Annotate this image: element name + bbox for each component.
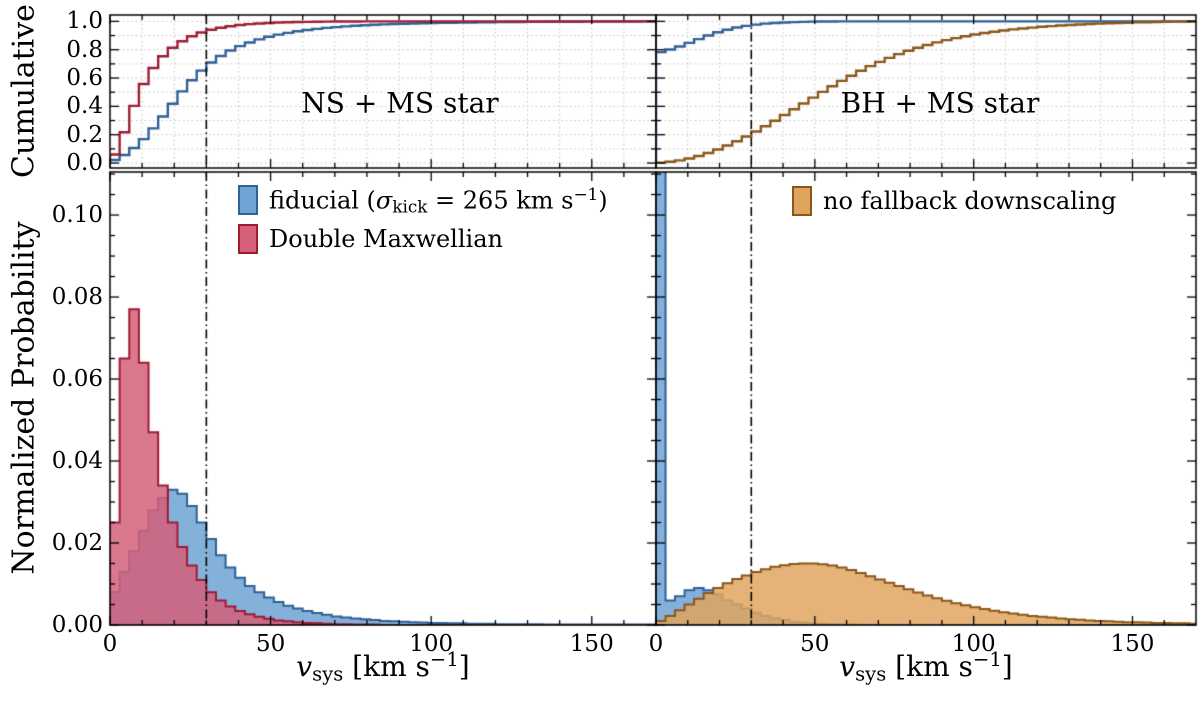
legend-right: no fallback downscaling bbox=[792, 186, 1116, 216]
legend-item-fiducial: fiducial (σkick = 265 km s−1) bbox=[238, 184, 608, 217]
x-axis-unit-sup: −1 bbox=[972, 648, 1002, 671]
y-tick-label-probability: 0.06 bbox=[51, 366, 103, 393]
y-tick-label-cumulative: 0.2 bbox=[66, 121, 103, 148]
x-axis-unit-sup: −1 bbox=[429, 648, 459, 671]
x-tick-label-right: 0 bbox=[648, 631, 664, 657]
legend-swatch-no-fallback bbox=[792, 186, 812, 216]
y-tick-label-probability: 0.02 bbox=[51, 530, 103, 556]
y-tick-label-cumulative: 0.8 bbox=[66, 36, 103, 63]
y-tick-label-cumulative: 0.6 bbox=[66, 65, 103, 92]
y-axis-label-cumulative: Cumulative bbox=[6, 4, 42, 178]
x-tick-label-right: 50 bbox=[800, 631, 830, 657]
x-axis-label-right: vsys [km s−1] bbox=[839, 648, 1012, 686]
x-tick-label-left: 50 bbox=[255, 631, 286, 657]
y-axis-label-normalized-probability: Normalized Probability bbox=[6, 221, 42, 575]
sigma-subscript: kick bbox=[392, 196, 428, 217]
legend-label-double-maxwellian: Double Maxwellian bbox=[269, 224, 503, 253]
panel-label-ns: NS + MS star bbox=[301, 86, 499, 120]
x-tick-label-right: 100 bbox=[951, 631, 996, 657]
legend-item-no-fallback: no fallback downscaling bbox=[792, 186, 1116, 216]
x-axis-var-sub: sys bbox=[855, 662, 887, 686]
y-tick-label-probability: 0.04 bbox=[51, 448, 103, 475]
legend-item-double-maxwellian: Double Maxwellian bbox=[238, 223, 608, 254]
y-tick-label-cumulative: 0.0 bbox=[66, 150, 103, 177]
y-tick-label-probability: 0.08 bbox=[51, 284, 103, 311]
sigma-symbol: σ bbox=[375, 186, 393, 215]
legend-left: fiducial (σkick = 265 km s−1) Double Max… bbox=[238, 184, 608, 254]
y-tick-label-cumulative: 0.4 bbox=[66, 93, 103, 120]
x-tick-label-left: 100 bbox=[409, 631, 454, 657]
x-axis-unit-close: ] bbox=[1001, 649, 1013, 683]
legend-swatch-double-maxwellian bbox=[238, 223, 258, 254]
y-tick-label-probability: 0.10 bbox=[51, 202, 103, 229]
panel-label-bh: BH + MS star bbox=[840, 86, 1040, 120]
x-tick-label-right: 150 bbox=[1110, 631, 1155, 657]
y-tick-label-probability: 0.00 bbox=[51, 612, 103, 638]
x-tick-label-left: 0 bbox=[102, 631, 118, 657]
x-axis-var: v bbox=[296, 649, 313, 683]
legend-label-no-fallback: no fallback downscaling bbox=[823, 187, 1117, 215]
legend-label-fiducial: fiducial (σkick = 265 km s−1) bbox=[269, 184, 608, 217]
x-axis-unit-close: ] bbox=[458, 649, 470, 683]
x-axis-unit: [km s bbox=[886, 649, 973, 683]
legend-swatch-fiducial bbox=[238, 185, 258, 216]
legend-fiducial-mid: = 265 km s bbox=[427, 186, 574, 215]
x-axis-var-sub: sys bbox=[312, 662, 344, 686]
legend-fiducial-pre: fiducial ( bbox=[269, 186, 376, 215]
y-tick-label-cumulative: 1.0 bbox=[66, 8, 103, 35]
legend-fiducial-sup: −1 bbox=[573, 184, 599, 204]
x-axis-unit: [km s bbox=[343, 649, 430, 683]
x-tick-label-left: 150 bbox=[569, 631, 614, 657]
x-axis-label-left: vsys [km s−1] bbox=[296, 648, 469, 686]
x-axis-var: v bbox=[839, 649, 856, 683]
legend-fiducial-post: ) bbox=[598, 186, 608, 215]
